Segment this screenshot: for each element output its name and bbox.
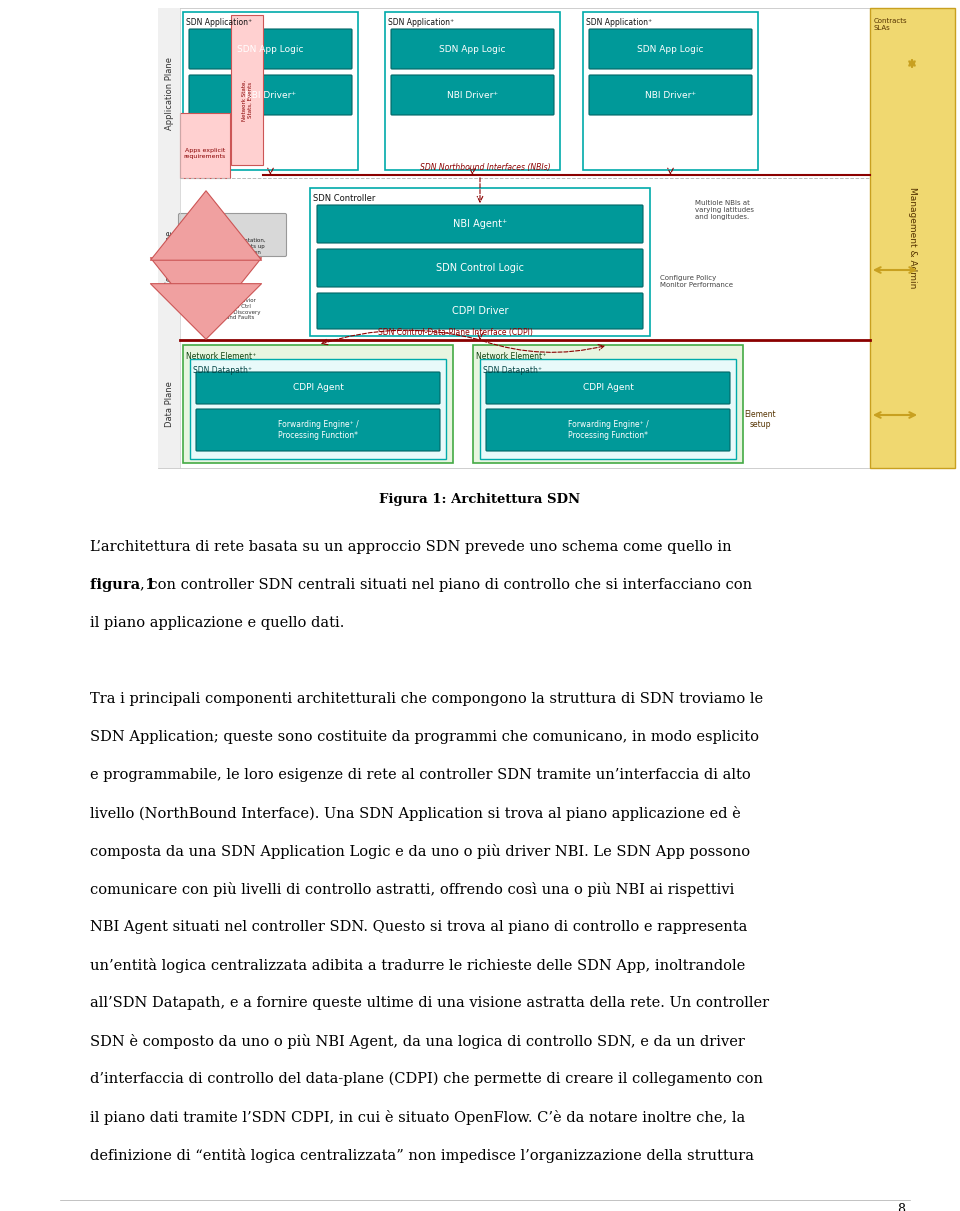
Text: , con controller SDN centrali situati nel piano di controllo che si interfaccian: , con controller SDN centrali situati ne…: [140, 578, 753, 592]
Text: comunicare con più livelli di controllo astratti, offrendo così una o più NBI ai: comunicare con più livelli di controllo …: [90, 882, 734, 897]
FancyBboxPatch shape: [183, 12, 358, 170]
Text: Management & Admin: Management & Admin: [907, 188, 917, 288]
FancyBboxPatch shape: [196, 409, 440, 450]
Text: Data Plane: Data Plane: [164, 381, 174, 427]
Text: NBI Agent situati nel controller SDN. Questo si trova al piano di controllo e ra: NBI Agent situati nel controller SDN. Qu…: [90, 920, 748, 934]
FancyBboxPatch shape: [158, 8, 870, 467]
Text: composta da una SDN Application Logic e da uno o più driver NBI. Le SDN App poss: composta da una SDN Application Logic e …: [90, 844, 750, 859]
Text: CDPI Driver: CDPI Driver: [452, 306, 508, 316]
FancyBboxPatch shape: [317, 293, 643, 329]
Text: Application Plane: Application Plane: [164, 57, 174, 130]
FancyBboxPatch shape: [583, 12, 758, 170]
Text: Tra i principali componenti architetturali che compongono la struttura di SDN tr: Tra i principali componenti architettura…: [90, 691, 763, 706]
Text: SDN Application; queste sono costituite da programmi che comunicano, in modo esp: SDN Application; queste sono costituite …: [90, 730, 759, 744]
FancyBboxPatch shape: [486, 372, 730, 404]
Text: d’interfaccia di controllo del data-plane (CDPI) che permette di creare il colle: d’interfaccia di controllo del data-plan…: [90, 1072, 763, 1086]
FancyBboxPatch shape: [486, 409, 730, 450]
Text: Control Plane: Control Plane: [164, 231, 174, 287]
Text: SDN Application⁺: SDN Application⁺: [586, 18, 652, 27]
Text: Contracts
SLAs: Contracts SLAs: [874, 18, 907, 31]
Text: Multiole NBIs at
varying latitudes
and longitudes.: Multiole NBIs at varying latitudes and l…: [695, 200, 754, 220]
Text: e programmabile, le loro esigenze di rete al controller SDN tramite un’interfacc: e programmabile, le loro esigenze di ret…: [90, 768, 751, 782]
FancyBboxPatch shape: [231, 15, 263, 165]
FancyBboxPatch shape: [480, 358, 736, 459]
Text: Forwarding Engine⁺ /
Processing Function*: Forwarding Engine⁺ / Processing Function…: [277, 420, 358, 440]
FancyBboxPatch shape: [391, 75, 554, 115]
Text: SDN Datapath⁺: SDN Datapath⁺: [193, 366, 252, 375]
Text: Network State,
Stats, Events: Network State, Stats, Events: [242, 80, 252, 121]
Text: SDN App Logic: SDN App Logic: [237, 45, 303, 53]
Text: Network Element⁺: Network Element⁺: [186, 352, 256, 361]
FancyBboxPatch shape: [870, 8, 955, 467]
FancyBboxPatch shape: [180, 113, 230, 178]
Text: SDN Datapath⁺: SDN Datapath⁺: [483, 366, 542, 375]
Text: Apps explicit
requirements: Apps explicit requirements: [184, 148, 227, 159]
Text: Element
setup: Element setup: [744, 411, 776, 430]
FancyBboxPatch shape: [179, 213, 286, 257]
Text: NBI Driver⁺: NBI Driver⁺: [447, 91, 498, 99]
Text: un’entità logica centralizzata adibita a tradurre le richieste delle SDN App, in: un’entità logica centralizzata adibita a…: [90, 958, 745, 972]
FancyBboxPatch shape: [317, 249, 643, 287]
Text: SDN App Logic: SDN App Logic: [440, 45, 506, 53]
Text: L’architettura di rete basata su un approccio SDN prevede uno schema come quello: L’architettura di rete basata su un appr…: [90, 540, 732, 553]
FancyBboxPatch shape: [589, 29, 752, 69]
FancyBboxPatch shape: [158, 8, 180, 467]
Text: SDN Application⁺: SDN Application⁺: [186, 18, 252, 27]
FancyBboxPatch shape: [190, 358, 446, 459]
Text: SDN Application⁺: SDN Application⁺: [388, 18, 454, 27]
FancyBboxPatch shape: [317, 205, 643, 243]
FancyBboxPatch shape: [189, 29, 352, 69]
Text: SDN Northbound Interfaces (NBIs): SDN Northbound Interfaces (NBIs): [420, 163, 550, 172]
Text: definizione di “entità logica centralizzata” non impedisce l’organizzazione dell: definizione di “entità logica centralizz…: [90, 1148, 754, 1163]
Text: Expose Instrumentation,
statistics and events up
Translate req's down: Expose Instrumentation, statistics and e…: [198, 239, 266, 254]
Text: CDPI Agent: CDPI Agent: [583, 384, 634, 392]
Text: SDN Controller: SDN Controller: [313, 194, 375, 203]
Text: NBI Driver⁺: NBI Driver⁺: [245, 91, 296, 99]
Text: 8: 8: [897, 1203, 905, 1211]
FancyBboxPatch shape: [310, 188, 650, 335]
Text: il piano dati tramite l’SDN CDPI, in cui è situato OpenFlow. C’è da notare inolt: il piano dati tramite l’SDN CDPI, in cui…: [90, 1110, 745, 1125]
Text: Enforce Behavior
Low level Ctrl
Capability Discovery
Stats and Faults: Enforce Behavior Low level Ctrl Capabili…: [204, 298, 260, 321]
Text: Network Element⁺: Network Element⁺: [476, 352, 546, 361]
Text: all’SDN Datapath, e a fornire queste ultime di una visione astratta della rete. : all’SDN Datapath, e a fornire queste ult…: [90, 995, 769, 1010]
Text: il piano applicazione e quello dati.: il piano applicazione e quello dati.: [90, 616, 345, 630]
FancyBboxPatch shape: [183, 345, 453, 463]
Text: SDN è composto da uno o più NBI Agent, da una logica di controllo SDN, e da un d: SDN è composto da uno o più NBI Agent, d…: [90, 1034, 745, 1049]
Text: Figura 1: Architettura SDN: Figura 1: Architettura SDN: [379, 493, 581, 506]
Text: CDPI Agent: CDPI Agent: [293, 384, 344, 392]
Text: SDN Control-Data-Plane Interface (CDPI): SDN Control-Data-Plane Interface (CDPI): [377, 328, 533, 337]
Text: SDN App Logic: SDN App Logic: [637, 45, 704, 53]
Text: Forwarding Engine⁺ /
Processing Function*: Forwarding Engine⁺ / Processing Function…: [567, 420, 648, 440]
Text: NBI Agent⁺: NBI Agent⁺: [453, 219, 507, 229]
FancyBboxPatch shape: [385, 12, 560, 170]
Text: livello (NorthBound Interface). Una SDN Application si trova al piano applicazio: livello (NorthBound Interface). Una SDN …: [90, 807, 741, 821]
FancyBboxPatch shape: [391, 29, 554, 69]
Text: NBI Driver⁺: NBI Driver⁺: [645, 91, 696, 99]
Text: SDN Control Logic: SDN Control Logic: [436, 263, 524, 272]
Text: Configure Policy
Monitor Performance: Configure Policy Monitor Performance: [660, 275, 733, 288]
Text: figura 1: figura 1: [90, 578, 156, 592]
FancyBboxPatch shape: [473, 345, 743, 463]
FancyBboxPatch shape: [189, 75, 352, 115]
FancyBboxPatch shape: [589, 75, 752, 115]
FancyBboxPatch shape: [196, 372, 440, 404]
